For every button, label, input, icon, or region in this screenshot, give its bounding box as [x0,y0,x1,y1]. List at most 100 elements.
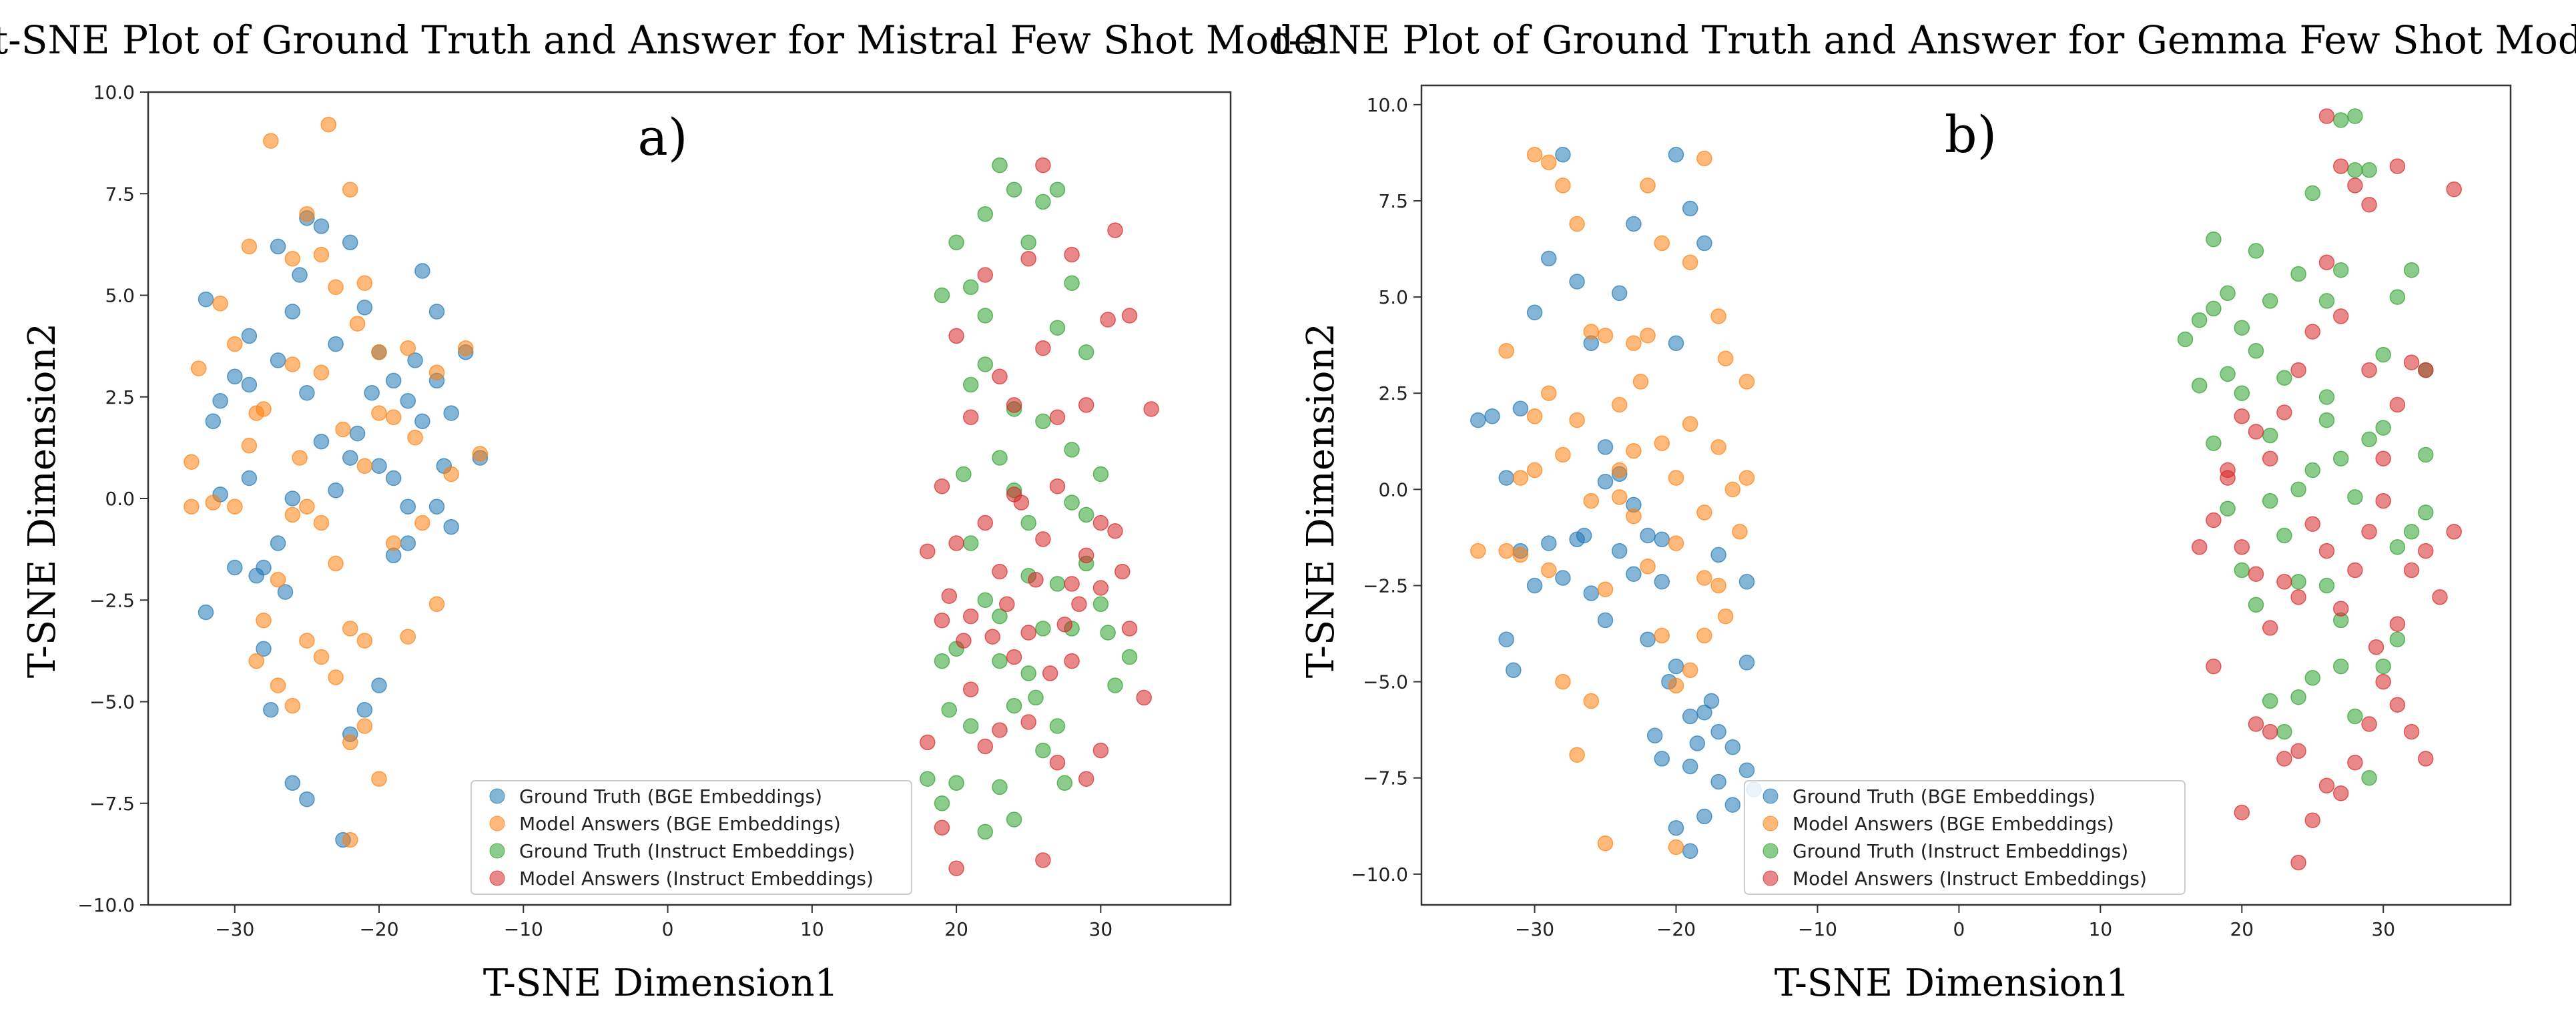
scatter-point-series-0 [1640,527,1656,544]
scatter-point-series-1 [227,498,243,515]
scatter-point-series-2 [992,608,1008,625]
scatter-point-series-0 [1526,577,1543,594]
ticks: −30 −20 −10 0 10 20 30 −10.0 −7.5 −5.0 −2.5 0.0 2.5 5… [77,81,1112,940]
scatter-point-series-1 [248,653,264,669]
scatter-point-series-2 [1078,344,1094,360]
scatter-point-series-1 [212,295,228,312]
scatter-point-series-2 [2220,366,2236,382]
scatter-point-series-1 [284,356,301,372]
panel-label: a) [638,107,688,167]
scatter-point-series-1 [385,409,402,425]
scatter-point-series-1 [1738,374,1755,390]
chart-title: t-SNE Plot of Ground Truth and Answer fo… [1273,17,2576,63]
scatter-point-series-2 [2248,597,2264,613]
scatter-point-series-0 [1569,274,1585,290]
scatter-point-series-1 [356,458,373,474]
scatter-point-series-3 [2389,697,2406,713]
scatter-point-series-1 [1583,492,1600,509]
scatter-point-series-3 [1028,572,1044,588]
scatter-point-series-1 [400,340,416,356]
legend-entry: Model Answers (Instruct Embeddings) [1793,868,2147,890]
scatter-point-series-3 [2332,785,2349,801]
scatter-point-series-3 [2262,620,2278,636]
legend: Ground Truth (BGE Embeddings) Model Answ… [1744,780,2186,895]
scatter-point-series-2 [1056,775,1073,791]
scatter-point-series-0 [328,482,344,498]
scatter-point-series-1 [342,734,358,751]
scatter-point-series-1 [407,429,423,446]
scatter-point-series-3 [1121,308,1138,324]
x-tick-label: −20 [1656,918,1696,940]
scatter-point-series-2 [2361,769,2377,786]
scatter-point-series-1 [1640,558,1656,575]
scatter-point-series-2 [2418,446,2434,463]
scatter-point-series-2 [2347,162,2363,178]
scatter-point-series-2 [1035,194,1051,210]
scatter-point-series-3 [1020,250,1036,267]
chart-title: t-SNE Plot of Ground Truth and Answer fo… [0,17,1329,63]
scatter-point-series-1 [1470,543,1486,559]
scatter-point-series-2 [2318,389,2335,405]
scatter-point-series-1 [1654,627,1670,644]
scatter-point-series-2 [977,592,994,609]
scatter-point-series-2 [1006,811,1022,827]
scatter-point-series-3 [920,734,936,751]
scatter-point-series-0 [1710,773,1726,790]
scatter-point-series-3 [1056,617,1073,633]
scatter-point-series-0 [1682,843,1698,860]
scatter-point-series-3 [2290,743,2306,759]
scatter-point-series-2 [2375,658,2391,675]
scatter-point-series-1 [342,831,358,848]
scatter-point-series-2 [2332,112,2349,128]
x-tick-label: −30 [215,918,254,940]
scatter-point-series-3 [920,543,936,559]
scatter-point-series-2 [2375,346,2391,363]
scatter-point-series-0 [1597,612,1614,629]
scatter-point-series-0 [1668,147,1684,163]
scatter-point-series-2 [2304,670,2321,686]
scatter-point-series-3 [1143,401,1159,417]
scatter-point-series-1 [458,340,474,356]
chart-gemma: t-SNE Plot of Ground Truth and Answer fo… [1273,17,2576,1005]
scatter-point-series-2 [1006,182,1022,198]
scatter-point-series-1 [1654,235,1670,252]
scatter-point-series-3 [1006,649,1022,665]
scatter-point-series-0 [400,498,416,515]
scatter-point-series-0 [1541,535,1557,551]
scatter-point-series-3 [2389,616,2406,632]
scatter-point-series-3 [2318,543,2335,559]
scatter-point-series-1 [1597,581,1614,597]
scatter-point-series-1 [313,515,330,531]
scatter-point-series-0 [407,352,423,368]
scatter-point-series-3 [2304,516,2321,532]
scatter-point-series-2 [1020,515,1036,531]
scatter-point-series-3 [992,722,1008,738]
scatter-point-series-0 [1597,439,1614,455]
scatter-point-series-2 [2234,320,2250,336]
scatter-point-series-0 [299,384,315,401]
scatter-point-series-2 [2304,185,2321,202]
scatter-point-series-1 [1583,324,1600,340]
scatter-point-series-0 [400,535,416,551]
legend-marker [489,788,505,804]
scatter-point-series-3 [1064,653,1080,669]
scatter-point-series-0 [1738,573,1755,590]
scatter-point-series-2 [962,279,979,296]
scatter-point-series-0 [1654,751,1670,767]
scatter-point-series-3 [948,535,964,551]
scatter-point-series-3 [977,738,994,755]
scatter-point-series-3 [2347,178,2363,194]
x-tick-label: 0 [1953,918,1965,940]
scatter-point-series-1 [1696,627,1712,644]
scatter-point-series-0 [1640,631,1656,647]
scatter-point-series-2 [941,701,958,718]
scatter-point-series-1 [1611,462,1628,478]
scatter-point-series-0 [256,641,272,657]
x-tick-label: 10 [800,918,824,940]
scatter-point-series-1 [1738,470,1755,486]
scatter-point-series-2 [934,653,950,669]
scatter-point-series-1 [263,133,279,149]
scatter-point-series-0 [1555,570,1571,586]
scatter-point-series-0 [1583,585,1600,601]
scatter-point-series-1 [1717,608,1734,625]
